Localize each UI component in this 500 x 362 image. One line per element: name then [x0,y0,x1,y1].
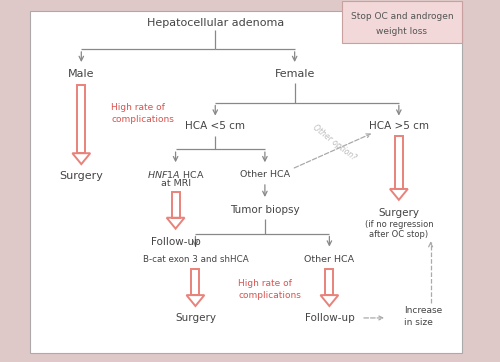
Text: Stop OC and androgen: Stop OC and androgen [350,12,453,21]
Text: Tumor biopsy: Tumor biopsy [230,205,300,215]
FancyBboxPatch shape [30,11,463,353]
Text: B-cat exon 3 and shHCA: B-cat exon 3 and shHCA [142,255,248,264]
Text: Other HCA: Other HCA [240,169,290,178]
Text: Surgery: Surgery [175,313,216,323]
Text: Male: Male [68,69,94,79]
Text: weight loss: weight loss [376,27,428,36]
Text: High rate of: High rate of [111,103,165,112]
Text: Female: Female [274,69,315,79]
Text: complications: complications [238,291,301,300]
Text: Increase: Increase [404,307,442,316]
Text: after OC stop): after OC stop) [370,230,428,239]
FancyBboxPatch shape [342,1,462,43]
Text: Follow-up: Follow-up [150,236,200,247]
Text: Other HCA: Other HCA [304,255,354,264]
Text: $\it{HNF1A}$ HCA: $\it{HNF1A}$ HCA [147,169,204,180]
Text: complications: complications [111,115,174,124]
Text: Surgery: Surgery [378,208,420,218]
Text: Surgery: Surgery [60,171,103,181]
Text: Follow-up: Follow-up [304,313,354,323]
Text: at MRI: at MRI [160,180,190,189]
Text: HCA <5 cm: HCA <5 cm [186,121,246,131]
Text: High rate of: High rate of [238,279,292,288]
Text: HCA >5 cm: HCA >5 cm [369,121,429,131]
Text: Hepatocellular adenoma: Hepatocellular adenoma [146,18,284,28]
Text: in size: in size [404,319,432,327]
Text: (if no regression: (if no regression [364,220,433,229]
Text: Other option?: Other option? [311,123,358,162]
